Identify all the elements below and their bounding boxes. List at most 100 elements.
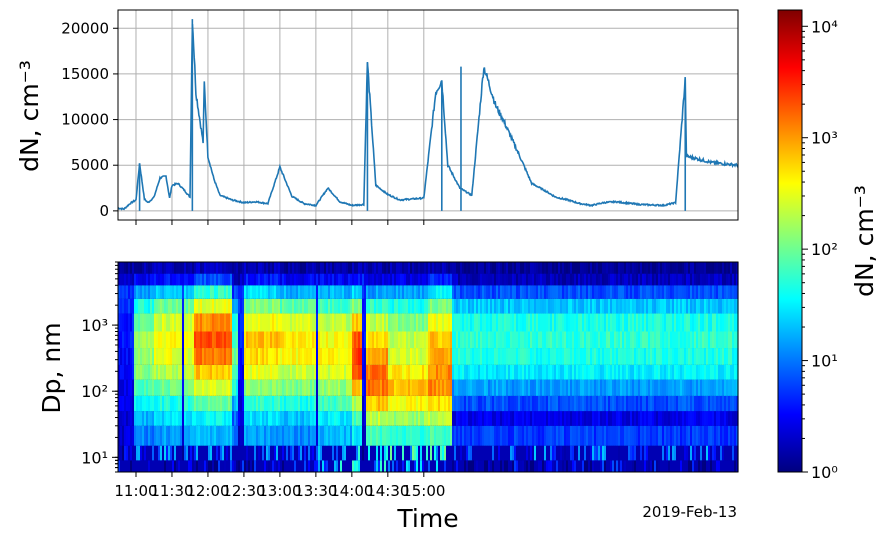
heatmap-cell [676, 285, 679, 299]
heatmap-cell [496, 313, 499, 332]
heatmap-cell [518, 285, 521, 299]
heatmap-cell [732, 460, 735, 472]
heatmap-cell [180, 460, 183, 472]
heatmap-cell [302, 348, 305, 365]
heatmap-cell [396, 395, 399, 412]
heatmap-cell [178, 460, 181, 472]
heatmap-cell [448, 298, 451, 314]
heatmap-cell [280, 262, 283, 274]
heatmap-cell [410, 395, 413, 412]
heatmap-cell [594, 298, 597, 314]
heatmap-cell [260, 425, 263, 446]
heatmap-cell [570, 379, 573, 396]
heatmap-cell [508, 411, 511, 426]
heatmap-cell [192, 379, 195, 396]
heatmap-cell [362, 395, 365, 412]
heatmap-cell [590, 445, 593, 461]
heatmap-cell [436, 313, 439, 332]
heatmap-cell [174, 285, 177, 299]
heatmap-cell [736, 445, 739, 461]
heatmap-cell [250, 364, 253, 380]
heatmap-cell [472, 425, 475, 446]
heatmap-cell [232, 331, 235, 349]
heatmap-cell [622, 379, 625, 396]
heatmap-cell [306, 425, 309, 446]
heatmap-cell [152, 445, 155, 461]
heatmap-cell [274, 348, 277, 365]
heatmap-cell [340, 298, 343, 314]
heatmap-cell [348, 379, 351, 396]
heatmap-cell [622, 313, 625, 332]
heatmap-cell [678, 460, 681, 472]
heatmap-cell [696, 411, 699, 426]
heatmap-cell [366, 364, 369, 380]
heatmap-cell [500, 379, 503, 396]
heatmap-cell [720, 411, 723, 426]
heatmap-cell [122, 313, 125, 332]
heatmap-cell [618, 379, 621, 396]
heatmap-cell [196, 364, 199, 380]
heatmap-cell [212, 313, 215, 332]
heatmap-cell [680, 364, 683, 380]
heatmap-cell [658, 460, 661, 472]
heatmap-cell [492, 379, 495, 396]
heatmap-cell [366, 331, 369, 349]
heatmap-cell [612, 262, 615, 274]
heatmap-cell [718, 331, 721, 349]
heatmap-cell [426, 425, 429, 446]
heatmap-cell [620, 395, 623, 412]
heatmap-cell [492, 331, 495, 349]
heatmap-cell [542, 445, 545, 461]
heatmap-cell [150, 395, 153, 412]
heatmap-cell [184, 425, 187, 446]
heatmap-cell [230, 262, 233, 274]
heatmap-cell [308, 460, 311, 472]
heatmap-cell [612, 285, 615, 299]
heatmap-cell [432, 445, 435, 461]
heatmap-cell [136, 364, 139, 380]
heatmap-cell [500, 460, 503, 472]
heatmap-cell [132, 313, 135, 332]
heatmap-cell [712, 313, 715, 332]
heatmap-cell [320, 379, 323, 396]
heatmap-cell [596, 285, 599, 299]
heatmap-cell [648, 395, 651, 412]
heatmap-cell [308, 364, 311, 380]
heatmap-cell [384, 273, 387, 286]
heatmap-cell [232, 262, 235, 274]
heatmap-cell [280, 313, 283, 332]
heatmap-cell [396, 364, 399, 380]
heatmap-cell [452, 298, 455, 314]
heatmap-cell [708, 331, 711, 349]
heatmap-cell [144, 262, 147, 274]
heatmap-cell [186, 262, 189, 274]
bottom-y-tick-label: 10³ [81, 316, 108, 335]
heatmap-cell [498, 425, 501, 446]
heatmap-cell [144, 285, 147, 299]
heatmap-cell [330, 348, 333, 365]
heatmap-cell [280, 445, 283, 461]
heatmap-cell [290, 379, 293, 396]
heatmap-cell [554, 411, 557, 426]
heatmap-cell [348, 285, 351, 299]
heatmap-cell [542, 411, 545, 426]
heatmap-cell [282, 273, 285, 286]
heatmap-cell [252, 395, 255, 412]
heatmap-cell [398, 379, 401, 396]
heatmap-cell [300, 273, 303, 286]
heatmap-cell [318, 331, 321, 349]
heatmap-cell [268, 285, 271, 299]
heatmap-cell [660, 379, 663, 396]
heatmap-cell [290, 364, 293, 380]
heatmap-cell [410, 273, 413, 286]
heatmap-cell [454, 460, 457, 472]
heatmap-cell [196, 395, 199, 412]
heatmap-cell [362, 262, 365, 274]
heatmap-cell [620, 348, 623, 365]
heatmap-cell [170, 445, 173, 461]
heatmap-cell [222, 364, 225, 380]
heatmap-cell [314, 445, 317, 461]
heatmap-cell [340, 411, 343, 426]
heatmap-cell [160, 425, 163, 446]
heatmap-cell [488, 425, 491, 446]
